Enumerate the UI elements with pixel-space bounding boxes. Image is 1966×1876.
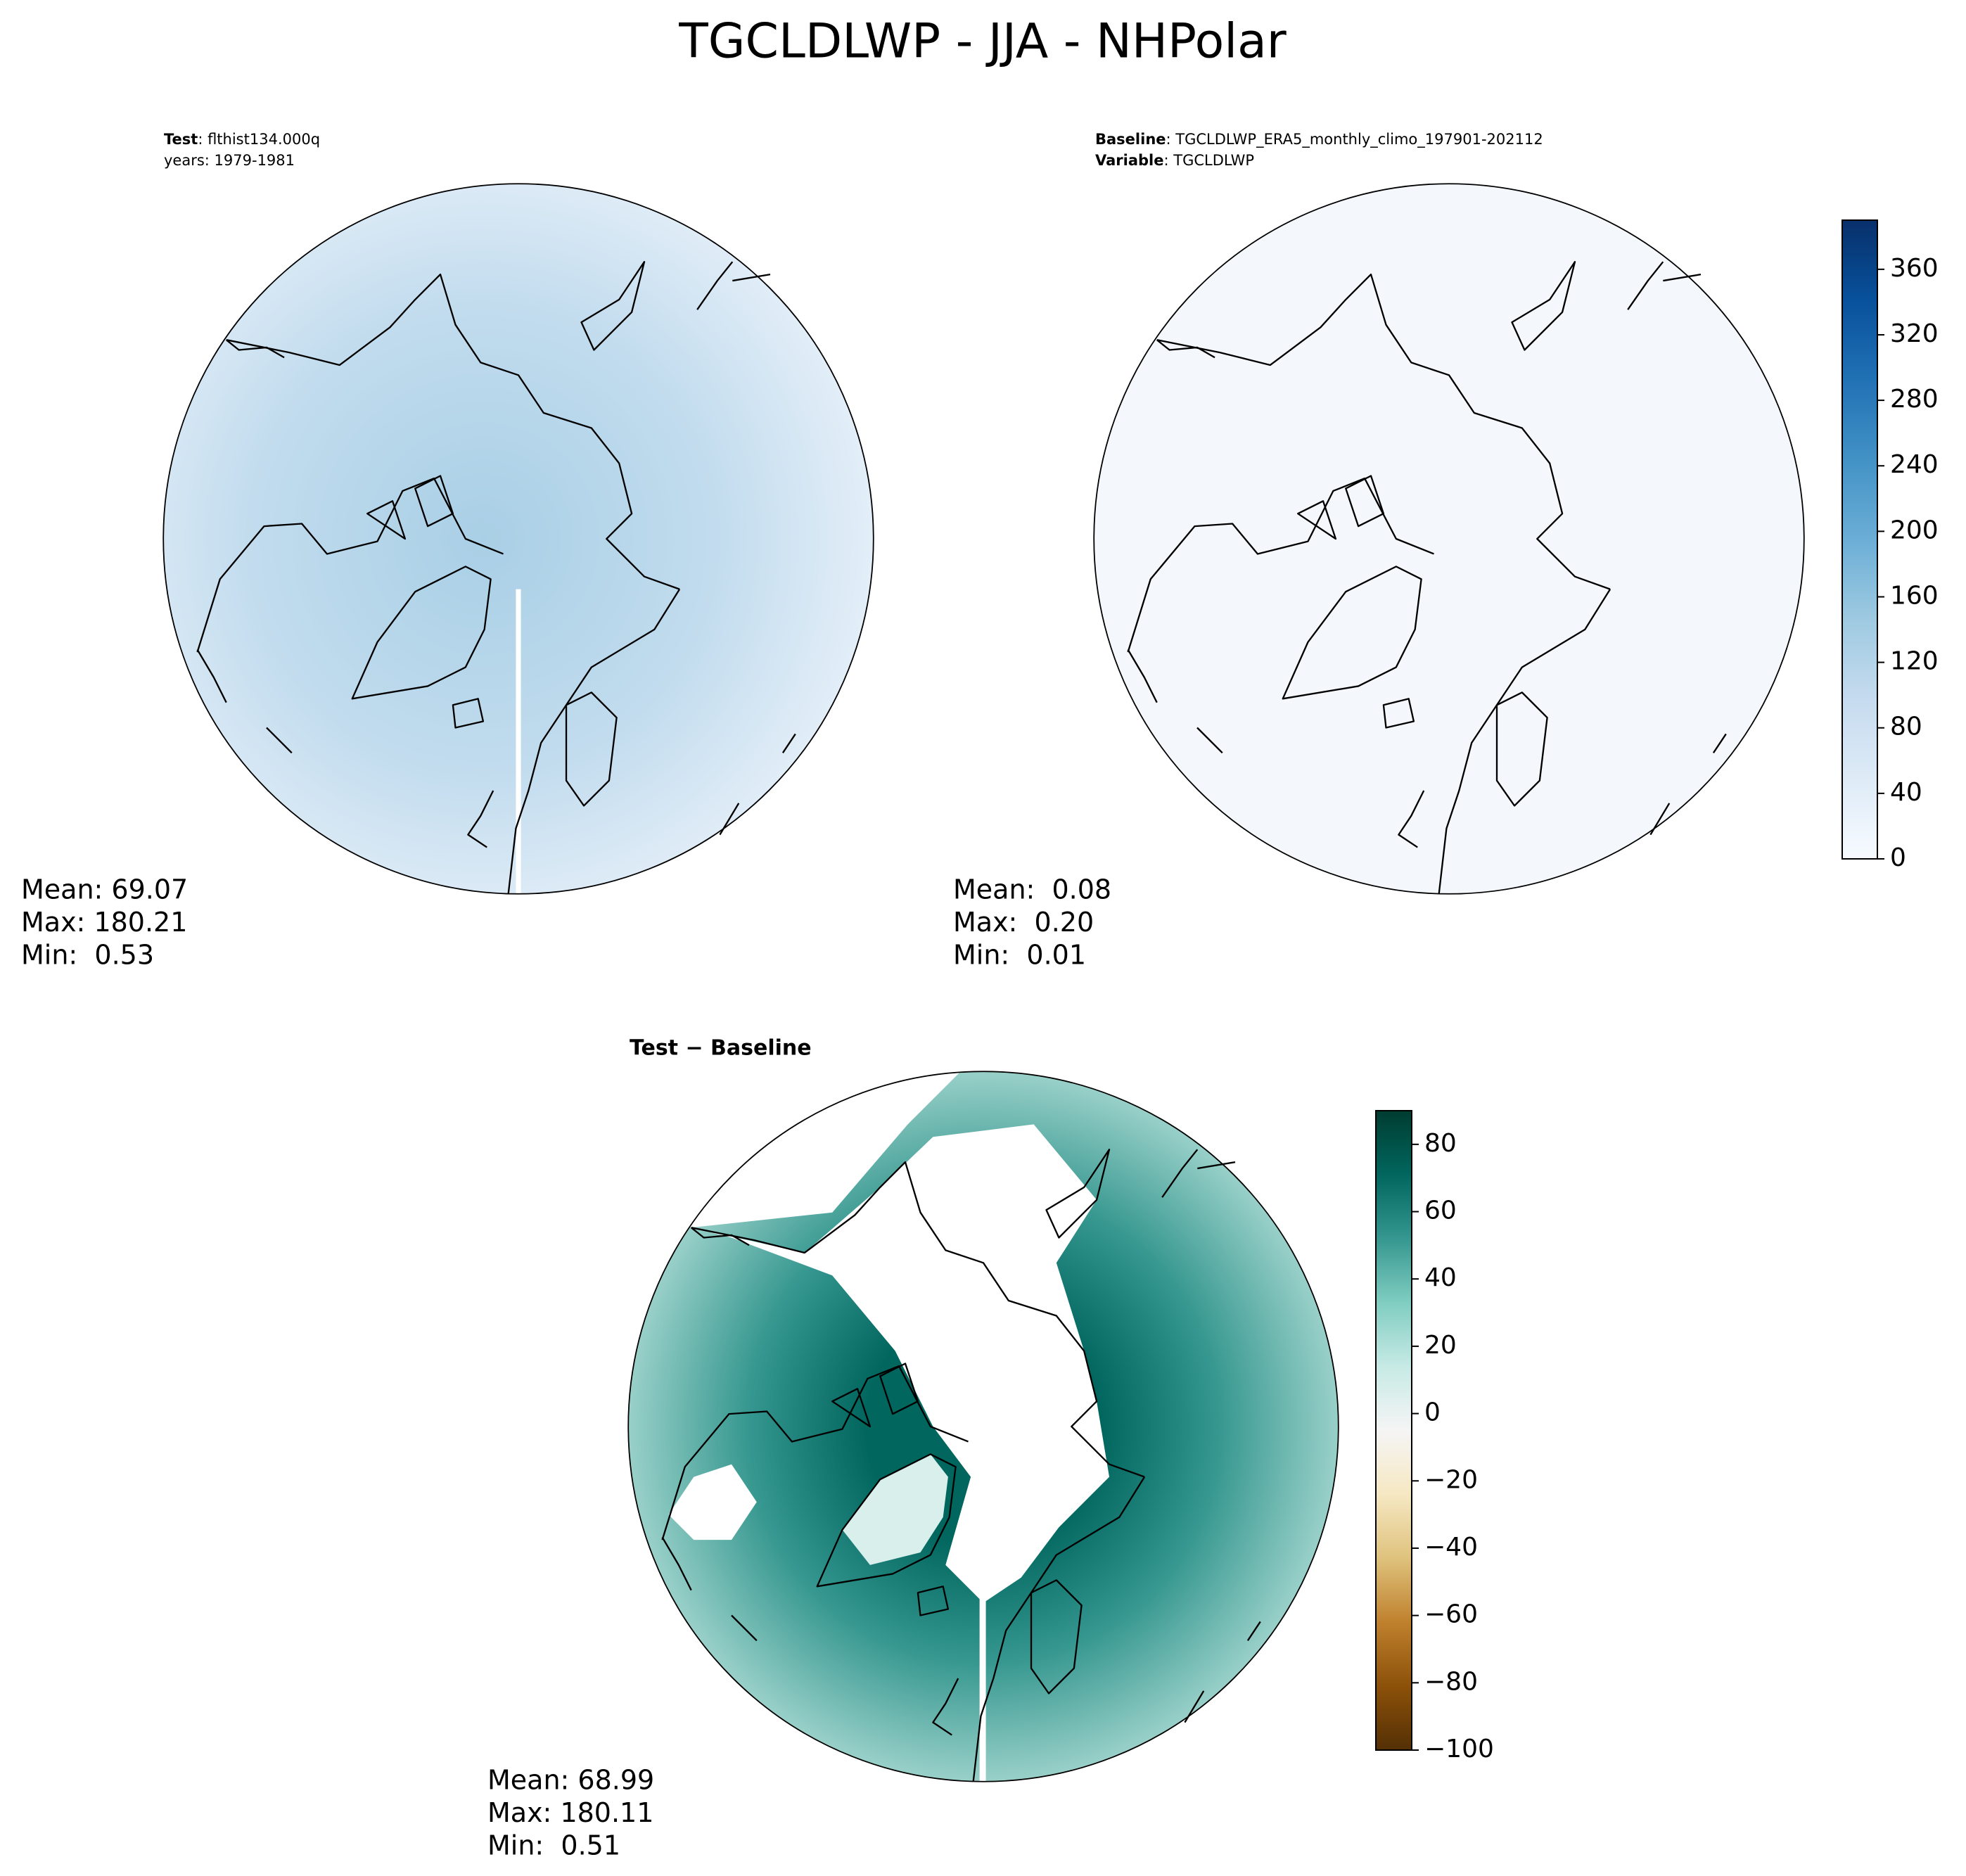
no-data-region	[691, 1124, 1109, 1603]
panel-label: Test	[164, 131, 198, 148]
colorbar-tick-label: −60	[1424, 1600, 1478, 1629]
panel-label: Baseline	[1095, 131, 1166, 148]
figure-title: TGCLDLWP - JJA - NHPolar	[678, 14, 1287, 70]
colorbar-tick-label: −20	[1424, 1465, 1478, 1494]
stat-line: Mean: 69.07	[21, 874, 188, 905]
map-difference	[627, 1071, 1339, 1782]
stat-line: Min: 0.01	[953, 940, 1086, 971]
colorbar-tick-label: 360	[1890, 254, 1939, 283]
map-boundary	[1093, 183, 1805, 895]
colorbar-tick-label: 120	[1890, 647, 1939, 676]
panel-header: Baseline: TGCLDLWP_ERA5_monthly_climo_19…	[1095, 131, 1543, 148]
colorbar-tick-label: −100	[1424, 1735, 1494, 1763]
map-test	[162, 183, 874, 895]
panel-subheader: Variable: TGCLDLWP	[1095, 152, 1254, 169]
panel-header: Test: flthist134.000q	[164, 131, 320, 148]
colorbar-tick-label: 240	[1890, 450, 1939, 479]
colorbar-tick-label: 320	[1890, 319, 1939, 348]
map-boundary	[627, 1071, 1339, 1782]
map-baseline	[1093, 183, 1805, 895]
colorbar-tick-label: −80	[1424, 1667, 1478, 1696]
map-gap	[516, 589, 521, 894]
colorbar-tick-label: 200	[1890, 516, 1939, 544]
panel-text: : TGCLDLWP	[1163, 152, 1254, 169]
stat-line: Max: 180.21	[21, 907, 187, 938]
colorbar-tick-label: 160	[1890, 581, 1939, 610]
map-gap	[979, 1527, 986, 1782]
stat-line: Min: 0.51	[487, 1830, 620, 1861]
stat-line: Mean: 68.99	[487, 1765, 654, 1796]
colorbar-tick-label: 40	[1424, 1263, 1457, 1292]
map-field	[1094, 184, 1804, 894]
map-field	[163, 184, 874, 894]
colorbar-tick-label: 280	[1890, 385, 1939, 414]
stat-line: Min: 0.53	[21, 940, 154, 971]
colorbar	[1841, 219, 1878, 860]
colorbar	[1375, 1110, 1412, 1751]
stat-line: Max: 0.20	[953, 907, 1094, 938]
greenland-field	[842, 1454, 948, 1565]
colorbar-tick-label: 0	[1890, 843, 1906, 872]
colorbar-tick-label: 40	[1890, 778, 1922, 807]
panel-label: Variable	[1095, 152, 1163, 169]
colorbar-tick-label: 0	[1424, 1398, 1441, 1427]
colorbar-tick-label: −40	[1424, 1533, 1478, 1562]
stat-line: Max: 180.11	[487, 1797, 653, 1828]
colorbar-tick-label: 80	[1424, 1129, 1457, 1158]
panel-text: : flthist134.000q	[198, 131, 320, 148]
stat-line: Mean: 0.08	[953, 874, 1111, 905]
no-data-region	[668, 1464, 757, 1540]
colorbar-tick-label: 80	[1890, 713, 1922, 741]
panel-title: Test − Baseline	[630, 1036, 812, 1061]
colorbar-tick-label: 60	[1424, 1197, 1457, 1225]
colorbar-tick-label: 20	[1424, 1331, 1457, 1360]
map-boundary	[162, 183, 874, 895]
panel-text: : TGCLDLWP_ERA5_monthly_climo_197901-202…	[1166, 131, 1543, 148]
panel-subheader: years: 1979-1981	[164, 152, 295, 169]
